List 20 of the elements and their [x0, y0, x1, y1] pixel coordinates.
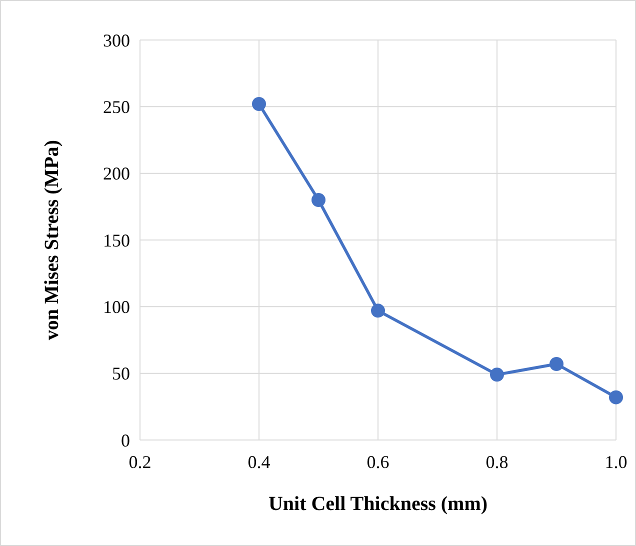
- point: [609, 390, 623, 404]
- y-tick-label: 50: [112, 364, 130, 384]
- x-tick-label: 0.2: [128, 452, 152, 472]
- y-axis-title: von Mises Stress (MPa): [41, 140, 63, 340]
- x-tick-label: 0.8: [486, 452, 508, 472]
- x-tick-label: 1.0: [604, 452, 628, 472]
- y-tick-label: 0: [121, 430, 130, 450]
- y-tick-label: 250: [103, 96, 130, 117]
- point: [490, 368, 504, 382]
- y-tick-label: 100: [103, 296, 130, 317]
- point: [550, 357, 564, 371]
- x-tick-label: 0.6: [366, 452, 390, 472]
- y-tick-label: 150: [103, 230, 130, 250]
- point: [371, 304, 385, 318]
- y-tick-label: 200: [103, 164, 130, 184]
- point: [312, 193, 326, 207]
- x-axis-title: Unit Cell Thickness (mm): [268, 493, 488, 515]
- y-tick-label: 300: [103, 30, 130, 50]
- point: [252, 97, 266, 111]
- x-tick-label: 0.4: [248, 452, 270, 472]
